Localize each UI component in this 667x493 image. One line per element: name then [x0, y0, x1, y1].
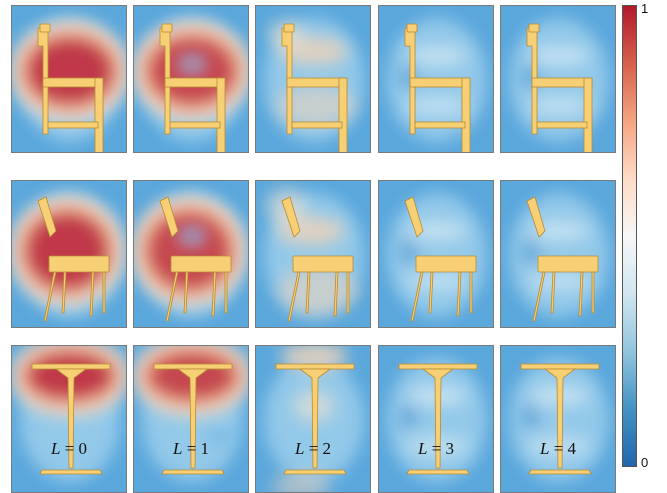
- shape-silhouette: [526, 196, 599, 322]
- column-label: L = 2: [255, 439, 371, 459]
- shape-silhouette: [404, 23, 471, 152]
- heatmap-svg: [256, 346, 370, 492]
- heatmap-panel: [133, 5, 249, 153]
- shape-silhouette: [159, 23, 226, 152]
- heatmap-panel: [133, 180, 249, 328]
- heatmap-svg: [379, 181, 493, 327]
- column-label-variable: L: [50, 439, 61, 458]
- heatmap-panel: [500, 345, 616, 493]
- heatmap-svg: [134, 346, 248, 492]
- colorbar: [622, 5, 637, 467]
- shape-silhouette: [281, 23, 348, 152]
- heatmap-panel: [378, 5, 494, 153]
- heatmap-svg: [379, 6, 493, 152]
- shape-silhouette: [275, 363, 355, 475]
- column-label-value: = 1: [182, 439, 210, 458]
- column-label: L = 1: [133, 439, 249, 459]
- shape-silhouette: [31, 363, 111, 475]
- heatmap-panel: [255, 5, 371, 153]
- heatmap-panel: [378, 345, 494, 493]
- heatmap-svg: [501, 181, 615, 327]
- shape-silhouette: [153, 363, 233, 475]
- heatmap-panel: [11, 345, 127, 493]
- heatmap-svg: [134, 6, 248, 152]
- shape-silhouette: [398, 363, 478, 475]
- column-label: L = 0: [11, 439, 127, 459]
- heatmap-svg: [379, 346, 493, 492]
- colorbar-max-label: 1: [641, 1, 649, 16]
- heatmap-panel: [133, 345, 249, 493]
- heatmap-svg: [12, 181, 126, 327]
- shape-silhouette: [526, 23, 593, 152]
- heatmap-svg: [12, 6, 126, 152]
- heatmap-svg: [501, 6, 615, 152]
- heatmap-panel: [255, 180, 371, 328]
- heatmap-svg: [256, 6, 370, 152]
- column-label-value: = 4: [549, 439, 577, 458]
- column-label-variable: L: [539, 439, 550, 458]
- shape-silhouette: [404, 196, 477, 322]
- column-label-variable: L: [172, 439, 183, 458]
- heatmap-svg: [501, 346, 615, 492]
- column-label: L = 4: [500, 439, 616, 459]
- heatmap-svg: [12, 346, 126, 492]
- heatmap-panel: [500, 180, 616, 328]
- shape-silhouette: [37, 23, 104, 152]
- column-label-value: = 3: [427, 439, 455, 458]
- column-label-value: = 2: [304, 439, 332, 458]
- heatmap-panel: [11, 180, 127, 328]
- shape-silhouette: [37, 196, 110, 322]
- shape-silhouette: [159, 196, 232, 322]
- column-label-variable: L: [417, 439, 428, 458]
- column-label: L = 3: [378, 439, 494, 459]
- colorbar-min-label: 0: [641, 455, 649, 470]
- column-label-variable: L: [294, 439, 305, 458]
- heatmap-svg: [256, 181, 370, 327]
- column-label-value: = 0: [60, 439, 88, 458]
- heatmap-panel: [500, 5, 616, 153]
- shape-silhouette: [520, 363, 600, 475]
- heatmap-panel: [255, 345, 371, 493]
- heatmap-panel: [378, 180, 494, 328]
- shape-silhouette: [281, 196, 354, 322]
- heatmap-svg: [134, 181, 248, 327]
- heatmap-panel: [11, 5, 127, 153]
